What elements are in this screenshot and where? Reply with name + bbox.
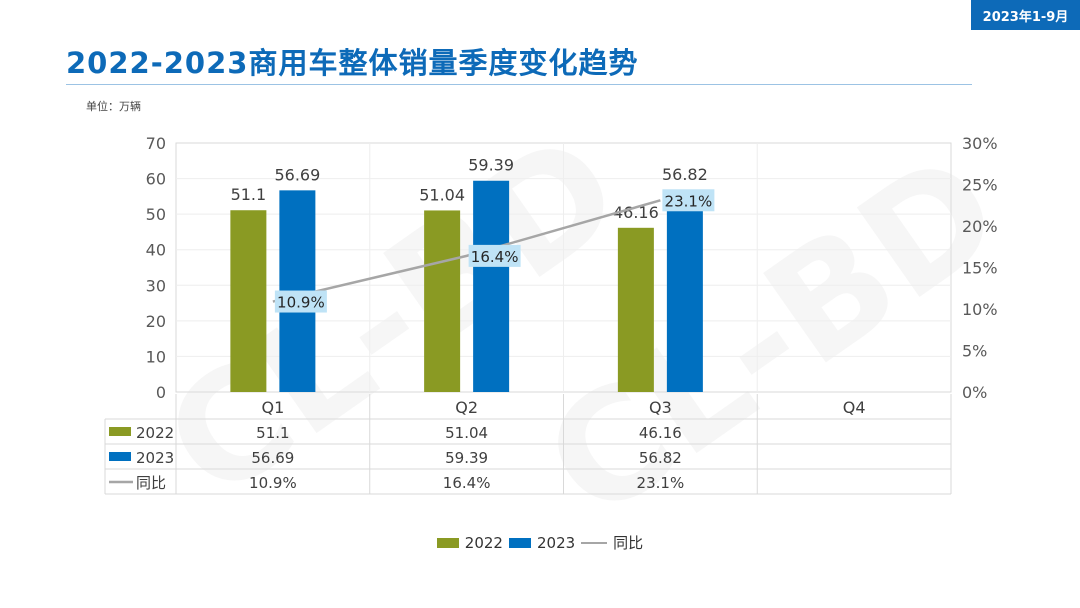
date-range-badge: 2023年1-9月	[971, 0, 1080, 30]
table-row-label: 同比	[136, 474, 166, 492]
yoy-data-label: 23.1%	[665, 192, 713, 210]
legend-swatch-2022	[436, 537, 459, 548]
y-tick-label: 30	[146, 276, 166, 295]
x-tick-label: Q3	[649, 398, 672, 417]
legend-item-yoy: 同比	[581, 532, 643, 553]
legend-item-2022: 2022	[436, 533, 503, 552]
legend-swatch-2023	[508, 537, 531, 548]
y-tick-label: 70	[146, 134, 166, 153]
bar-value-label: 51.04	[419, 185, 465, 204]
y-tick-label: 50	[146, 205, 166, 224]
bar-2023-Q2	[473, 180, 510, 392]
page-title: 2022-2023商用车整体销量季度变化趋势	[66, 46, 639, 80]
table-legend-key	[109, 427, 131, 436]
legend-swatch-yoy	[581, 541, 608, 544]
table-cell: 10.9%	[249, 474, 297, 492]
bar-2022-Q2	[424, 210, 461, 392]
y-tick-label: 10	[146, 347, 166, 366]
y-tick-label: 0	[156, 383, 166, 402]
legend-label-yoy: 同比	[613, 534, 644, 552]
yoy-label-bg	[468, 244, 521, 267]
y2-tick-label: 20%	[962, 217, 998, 236]
table-cell: 51.1	[256, 424, 289, 442]
yoy-data-label: 16.4%	[471, 248, 519, 266]
y2-tick-label: 30%	[962, 134, 998, 153]
yoy-line	[272, 199, 661, 303]
y2-tick-label: 15%	[962, 259, 998, 278]
table-cell: 56.69	[251, 449, 294, 467]
y-tick-label: 40	[146, 241, 166, 260]
y2-tick-label: 25%	[962, 176, 998, 195]
bar-2022-Q1	[230, 210, 267, 392]
table-cell: 59.39	[445, 449, 488, 467]
table-row-label: 2023	[136, 449, 174, 467]
y-tick-label: 60	[146, 170, 166, 189]
legend-item-2023: 2023	[508, 533, 576, 552]
x-tick-label: Q2	[455, 398, 478, 417]
table-cell: 46.16	[639, 424, 682, 442]
bar-value-label: 56.82	[662, 165, 708, 184]
yoy-label-bg	[662, 189, 715, 212]
y2-tick-label: 10%	[962, 300, 998, 319]
x-tick-label: Q1	[261, 398, 284, 417]
table-cell: 56.82	[639, 449, 682, 467]
y-tick-label: 20	[146, 312, 166, 331]
table-legend-key	[109, 452, 131, 461]
table-cell: 16.4%	[443, 474, 491, 492]
table-cell: 51.04	[445, 424, 488, 442]
bar-value-label: 51.1	[231, 185, 267, 204]
bar-value-label: 46.16	[613, 203, 659, 222]
y2-tick-label: 5%	[962, 342, 987, 361]
chart-legend: 2022 2023 同比	[0, 532, 1080, 553]
legend-label-2022: 2022	[464, 533, 503, 552]
title-divider	[66, 84, 972, 85]
x-tick-label: Q4	[843, 398, 866, 417]
bar-value-label: 56.69	[274, 165, 320, 184]
bar-2023-Q3	[666, 189, 703, 392]
table-row-label: 2022	[136, 424, 174, 442]
legend-label-2023: 2023	[536, 533, 576, 552]
table-cell: 23.1%	[637, 474, 685, 492]
bar-2022-Q3	[617, 227, 654, 392]
yoy-label-bg	[274, 290, 327, 313]
yoy-data-label: 10.9%	[277, 294, 325, 312]
y2-tick-label: 0%	[962, 383, 987, 402]
bar-value-label: 59.39	[468, 156, 514, 175]
unit-label: 单位：万辆	[86, 100, 141, 113]
